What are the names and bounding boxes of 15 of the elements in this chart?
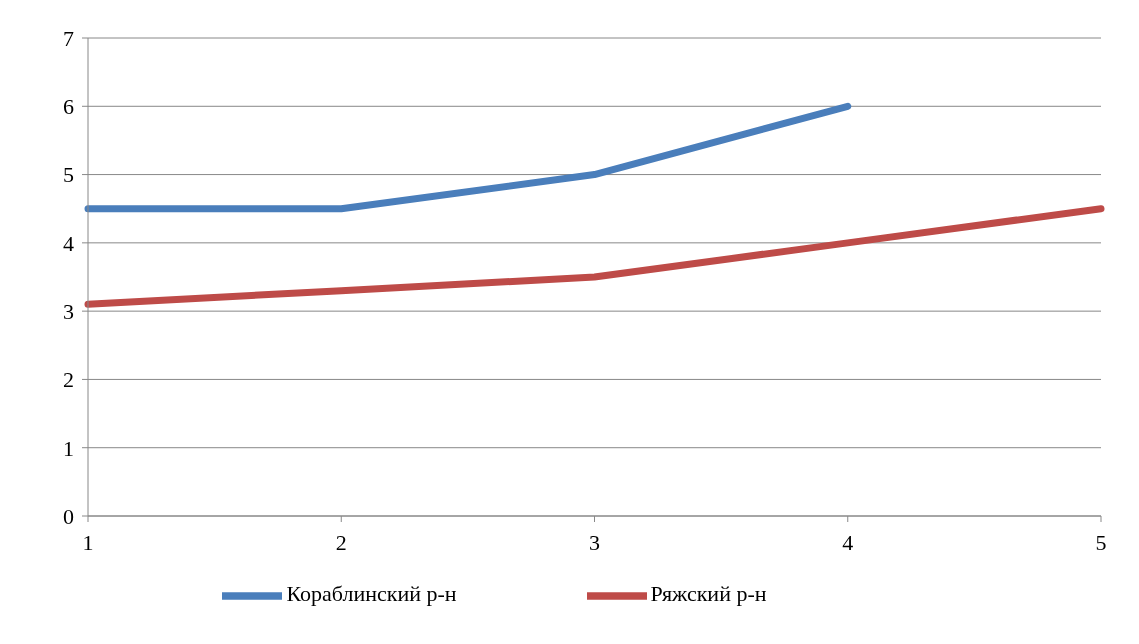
y-tick-label: 6 [63,94,74,120]
y-tick-label: 4 [63,230,74,256]
legend-label: Кораблинский р-н [286,581,457,607]
y-tick-label: 3 [63,298,74,324]
x-tick-label: 3 [589,529,600,555]
y-tick-label: 5 [63,162,74,188]
legend-label: Ряжский р-н [650,581,767,607]
x-tick-label: 2 [335,529,347,555]
y-tick-label: 1 [63,435,74,461]
y-tick-label: 0 [63,503,74,529]
x-tick-label: 1 [82,529,94,555]
y-tick-label: 2 [63,367,74,393]
y-tick-label: 7 [63,25,74,51]
x-tick-label: 5 [1095,529,1107,555]
x-tick-label: 4 [842,529,854,555]
